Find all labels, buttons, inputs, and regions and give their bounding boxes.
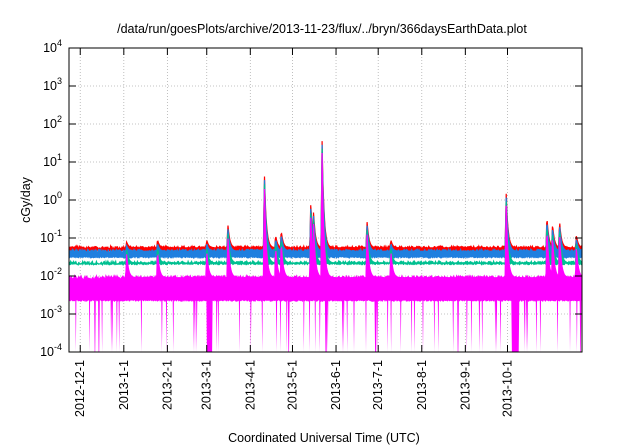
x-tick-label: 2013-5-1 <box>285 360 299 410</box>
plot-area <box>68 141 583 352</box>
y-axis-label: cGy/day <box>19 176 33 223</box>
x-tick-label: 2013-8-1 <box>415 360 429 410</box>
x-tick-label: 2013-2-1 <box>160 360 174 410</box>
x-axis: 2012-12-1 2013-1-1 2013-2-1 2013-3-1 2013-4-… <box>73 48 515 417</box>
series-3-band <box>69 153 582 352</box>
x-tick-label: 2013-1-1 <box>117 360 131 410</box>
chart-title: /data/run/goesPlots/archive/2013-11-23/f… <box>117 22 527 36</box>
x-axis-label: Coordinated Universal Time (UTC) <box>228 431 420 445</box>
y-tick-label: 103 <box>43 76 62 93</box>
x-tick-label: 2013-7-1 <box>371 360 385 410</box>
y-axis: 10-4 10-3 10-2 10-1 100 101 102 103 104 <box>40 38 582 359</box>
y-tick-label: 100 <box>43 190 62 207</box>
x-tick-label: 2013-3-1 <box>200 360 214 410</box>
y-tick-label: 10-3 <box>40 304 62 321</box>
x-tick-label: 2013-4-1 <box>243 360 257 410</box>
series-3-line <box>68 152 583 282</box>
x-tick-label: 2013-6-1 <box>329 360 343 410</box>
series-1-line <box>68 144 583 256</box>
x-tick-label: 2013-9-1 <box>458 360 472 410</box>
series-2-line <box>68 148 583 267</box>
y-tick-label: 101 <box>43 152 62 169</box>
y-tick-label: 10-4 <box>40 342 62 359</box>
y-tick-label: 10-1 <box>40 228 62 245</box>
x-tick-label: 2013-10-1 <box>501 360 515 417</box>
y-tick-label: 104 <box>43 38 62 55</box>
x-tick-label: 2012-12-1 <box>73 360 87 417</box>
y-tick-label: 10-2 <box>40 266 62 283</box>
y-tick-label: 102 <box>43 114 62 131</box>
